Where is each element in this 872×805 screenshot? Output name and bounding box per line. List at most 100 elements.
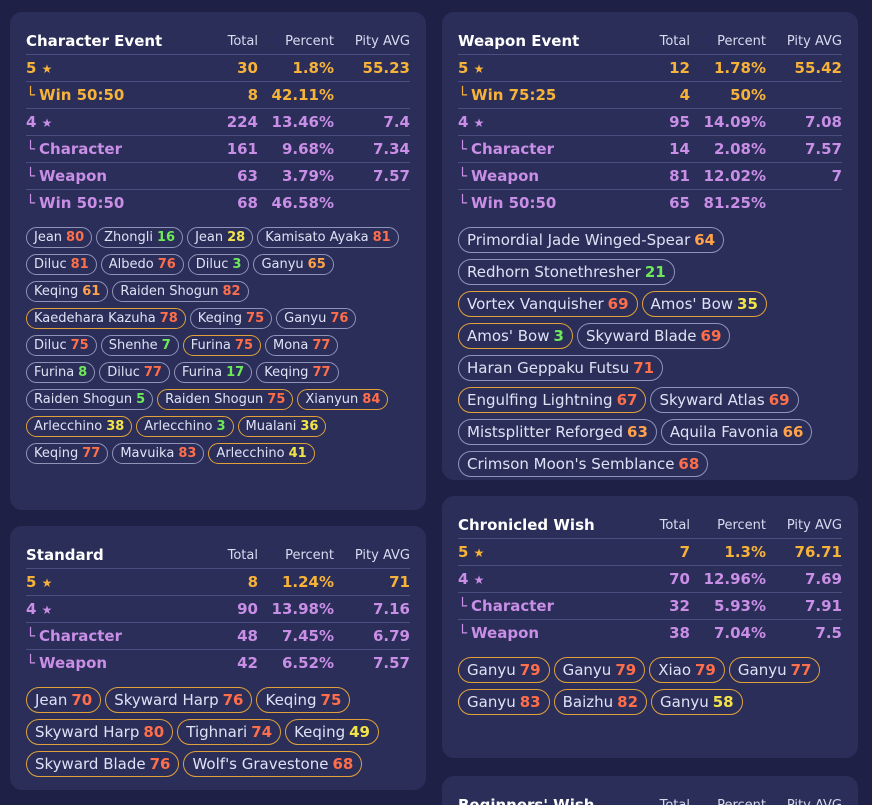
pull-pity: 61 [82, 283, 101, 299]
pull-name: Furina [34, 364, 75, 380]
row-total: 68 [194, 189, 258, 217]
stats-row: Character 325.93%7.91 [458, 592, 842, 620]
row-total: 63 [194, 162, 258, 190]
pull-name: Albedo [108, 256, 154, 272]
pull-pity: 75 [246, 310, 265, 326]
pull-name: Diluc [34, 256, 67, 272]
row-label: 5 ★ [26, 54, 194, 82]
standard-card: Standard Total Percent Pity AVG 5 ★ 8 1.24% 71 4… [10, 526, 426, 790]
row-total: 38 [626, 619, 690, 647]
pull-name: Mualani [245, 418, 297, 434]
pull-name: Mavuika [120, 445, 175, 461]
header-total: Total [194, 30, 258, 55]
pull-pity: 75 [320, 690, 342, 709]
pull-name: Diluc [107, 364, 140, 380]
pull-pity: 66 [782, 422, 804, 441]
pull-pity: 83 [178, 445, 197, 461]
row-percent: 1.8% [258, 54, 334, 82]
pull-pity: 3 [553, 326, 564, 345]
row-percent: 13.46% [258, 108, 334, 136]
row-pity: 55.42 [766, 54, 842, 82]
pull-name: Skyward Atlas [659, 390, 765, 409]
row-percent: 12.96% [690, 565, 766, 593]
pull-pill: Mavuika 83 [112, 442, 205, 464]
pull-pity: 41 [288, 445, 307, 461]
row-label: 4 ★ [26, 108, 194, 136]
pull-name: Keqing [34, 445, 79, 461]
pull-pill: Diluc 77 [99, 361, 170, 383]
row-total: 4 [626, 81, 690, 109]
row-pity: 7.91 [766, 592, 842, 620]
pull-pity: 80 [66, 229, 85, 245]
pull-pity: 77 [312, 364, 331, 380]
row-pity: 7.16 [334, 595, 410, 623]
row-label-text: Character [39, 140, 122, 158]
pull-pill: Keqing 75 [256, 686, 351, 713]
row-label: Character [26, 135, 194, 163]
pull-pill: Aquila Favonia 66 [660, 418, 813, 445]
row-label: 4 ★ [26, 595, 194, 623]
row-label: 4 ★ [458, 565, 626, 593]
pull-pill: Kamisato Ayaka 81 [257, 226, 399, 248]
pull-pill: Raiden Shogun 5 [26, 388, 154, 410]
row-percent: 2.08% [690, 135, 766, 163]
pull-pity: 77 [82, 445, 101, 461]
star-icon: ★ [473, 573, 485, 587]
row-pity: 7.08 [766, 108, 842, 136]
pull-pill: Diluc 81 [26, 253, 97, 275]
pull-pity: 76 [157, 256, 176, 272]
pull-pity: 70 [71, 690, 93, 709]
pull-pity: 36 [300, 418, 319, 434]
pull-pill: Diluc 75 [26, 334, 97, 356]
row-label-text: Win 50:50 [39, 194, 125, 213]
pull-name: Aquila Favonia [669, 422, 779, 441]
pull-pity: 58 [712, 692, 734, 711]
pull-pity: 69 [607, 294, 629, 313]
row-label-text: 5 [26, 573, 37, 591]
pull-pity: 69 [768, 390, 790, 409]
header-pity: Pity AVG [766, 794, 842, 805]
row-label-text: Win 50:50 [471, 194, 557, 213]
pull-pill: Mistsplitter Reforged 63 [458, 418, 657, 445]
row-label: Win 75:25 [458, 81, 626, 109]
header-total: Total [626, 794, 690, 805]
pull-pill: Redhorn Stonethresher 21 [458, 258, 675, 285]
pull-pity: 76 [330, 310, 349, 326]
row-label: Character [26, 622, 194, 650]
pull-pill: Skyward Harp 80 [26, 718, 174, 745]
pull-pill: Keqing 61 [26, 280, 109, 302]
pull-name: Tighnari [186, 722, 248, 741]
row-label: 5 ★ [26, 568, 194, 596]
pull-name: Keqing [265, 690, 317, 709]
row-label: Character [458, 135, 626, 163]
row-percent: 14.09% [690, 108, 766, 136]
chronicled-wish-table: Chronicled Wish Total Percent Pity AVG 5 ★ 7 1… [458, 514, 842, 647]
section-title: Standard [26, 544, 194, 569]
row-percent: 12.02% [690, 162, 766, 190]
row-total: 14 [626, 135, 690, 163]
standard-pulls: Jean 70 Skyward Harp 76 Keqing 75 Skyward Harp… [26, 686, 410, 777]
pull-pity: 28 [227, 229, 246, 245]
row-total: 30 [194, 54, 258, 82]
pull-pity: 81 [70, 256, 89, 272]
row-total: 8 [194, 81, 258, 109]
pull-pity: 77 [790, 660, 812, 679]
pull-pill: Jean 70 [26, 686, 102, 713]
pull-name: Arlecchino [144, 418, 213, 434]
pull-pill: Mona 77 [265, 334, 339, 356]
pull-pity: 21 [644, 262, 666, 281]
row-percent: 6.52% [258, 649, 334, 677]
stats-row: 4 ★ 224 13.46% 7.4 [26, 108, 410, 136]
pull-pill: Tighnari 74 [177, 718, 282, 745]
row-pity [334, 189, 410, 217]
pull-name: Amos' Bow [467, 326, 550, 345]
pull-name: Haran Geppaku Futsu [467, 358, 630, 377]
pull-pill: Furina 8 [26, 361, 96, 383]
pull-pill: Skyward Blade 69 [576, 322, 731, 349]
stats-row: Weapon 426.52%7.57 [26, 649, 410, 677]
pull-pity: 77 [312, 337, 331, 353]
row-total: 32 [626, 592, 690, 620]
pull-pill: Furina 75 [182, 334, 261, 356]
pull-name: Redhorn Stonethresher [467, 262, 641, 281]
pull-pill: Kaedehara Kazuha 78 [26, 307, 186, 329]
